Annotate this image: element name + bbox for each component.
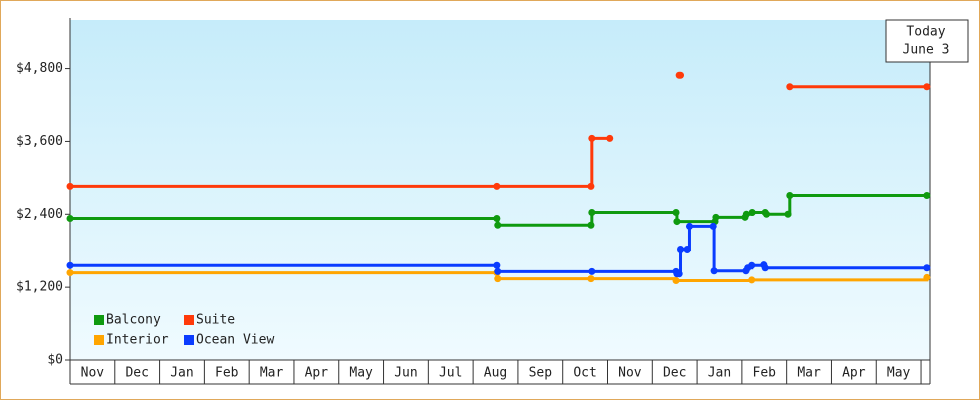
point bbox=[494, 221, 502, 229]
point bbox=[923, 191, 931, 199]
point bbox=[588, 267, 596, 275]
point bbox=[673, 218, 681, 226]
y-tick-label: $0 bbox=[47, 353, 63, 368]
x-tick-label: Sep bbox=[529, 366, 553, 381]
point bbox=[763, 210, 771, 218]
plot-area bbox=[70, 20, 930, 360]
point bbox=[66, 261, 74, 269]
y-tick-label: $2,400 bbox=[16, 207, 63, 222]
point bbox=[66, 215, 74, 223]
x-tick-label: Aug bbox=[484, 366, 507, 381]
point bbox=[786, 191, 794, 199]
x-tick-label: Apr bbox=[842, 366, 866, 381]
y-tick-label: $4,800 bbox=[16, 61, 63, 76]
legend-swatch bbox=[94, 335, 104, 345]
today-box bbox=[885, 19, 969, 63]
point bbox=[748, 261, 756, 269]
x-tick-label: Mar bbox=[797, 366, 821, 381]
point bbox=[587, 221, 595, 229]
x-tick-label: Nov bbox=[81, 366, 105, 381]
legend-swatch bbox=[94, 315, 104, 325]
point bbox=[709, 222, 717, 230]
point bbox=[748, 208, 756, 216]
point bbox=[587, 275, 595, 283]
point bbox=[675, 270, 683, 278]
y-tick-label: $1,200 bbox=[16, 280, 63, 295]
y-tick-label: $3,600 bbox=[16, 134, 63, 149]
point bbox=[588, 134, 596, 142]
legend-label: Interior bbox=[106, 333, 169, 348]
legend-label: Balcony bbox=[106, 313, 161, 328]
x-tick-label: Jan bbox=[708, 366, 731, 381]
x-tick-label: Nov bbox=[618, 366, 642, 381]
point bbox=[66, 182, 74, 190]
point bbox=[710, 267, 718, 275]
point bbox=[742, 210, 750, 218]
legend-swatch bbox=[184, 315, 194, 325]
point bbox=[677, 246, 685, 253]
x-tick-label: May bbox=[349, 366, 373, 381]
point bbox=[494, 275, 502, 283]
x-tick-label: Dec bbox=[663, 366, 686, 381]
point bbox=[784, 210, 792, 218]
point bbox=[493, 215, 501, 223]
point bbox=[685, 222, 693, 230]
x-tick-label: Jun bbox=[394, 366, 417, 381]
point bbox=[761, 264, 769, 272]
point bbox=[587, 182, 595, 190]
point bbox=[712, 213, 720, 221]
point bbox=[493, 182, 501, 190]
legend-swatch bbox=[184, 335, 194, 345]
point bbox=[683, 246, 691, 253]
x-tick-label: Oct bbox=[573, 366, 596, 381]
today-date: June 3 bbox=[903, 43, 950, 58]
x-tick-label: Dec bbox=[125, 366, 148, 381]
legend-label: Suite bbox=[196, 313, 235, 328]
point bbox=[923, 273, 931, 281]
x-tick-label: Feb bbox=[215, 366, 239, 381]
legend-label: Ocean View bbox=[196, 333, 274, 348]
point bbox=[923, 264, 931, 272]
point bbox=[494, 267, 502, 275]
point bbox=[588, 208, 596, 216]
x-tick-label: Mar bbox=[260, 366, 284, 381]
x-tick-label: Feb bbox=[753, 366, 777, 381]
point bbox=[677, 71, 685, 79]
point bbox=[748, 276, 756, 284]
x-tick-label: May bbox=[887, 366, 911, 381]
point bbox=[786, 83, 794, 91]
point bbox=[672, 208, 680, 216]
point bbox=[493, 261, 501, 269]
point bbox=[66, 269, 74, 277]
today-label: Today bbox=[906, 25, 945, 40]
x-tick-label: Apr bbox=[305, 366, 329, 381]
x-tick-label: Jan bbox=[170, 366, 193, 381]
point bbox=[672, 276, 680, 284]
x-tick-label: Jul bbox=[439, 366, 462, 381]
point bbox=[923, 83, 931, 91]
point bbox=[606, 134, 614, 142]
